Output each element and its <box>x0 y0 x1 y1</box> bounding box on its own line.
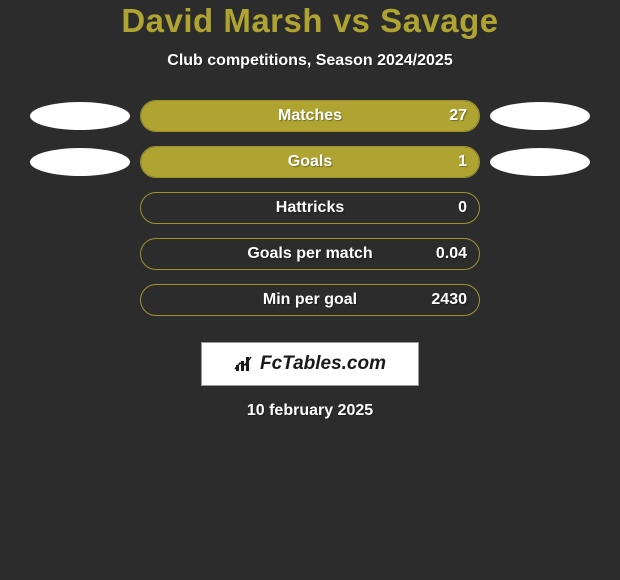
logo-part1: Fc <box>260 353 282 374</box>
bar-label: Matches <box>278 107 342 125</box>
page-subtitle: Club competitions, Season 2024/2025 <box>167 52 452 70</box>
bar-value: 0 <box>458 199 467 217</box>
bar-value: 2430 <box>431 291 467 309</box>
stat-row: Hattricks 0 <box>20 192 600 224</box>
logo-text: FcTables.com <box>260 353 386 375</box>
stat-rows: Matches 27 Goals 1 Hattricks 0 Goals per match… <box>20 100 600 330</box>
stat-bar: Goals per match 0.04 <box>140 238 480 270</box>
stat-bar: Hattricks 0 <box>140 192 480 224</box>
stat-bar: Min per goal 2430 <box>140 284 480 316</box>
logo-box: FcTables.com <box>201 342 419 386</box>
bar-label: Hattricks <box>276 199 344 217</box>
stat-bar: Goals 1 <box>140 146 480 178</box>
logo-part2: Tables.com <box>282 353 386 374</box>
right-ellipse-wrap <box>480 148 600 176</box>
chart-icon <box>234 355 254 373</box>
bar-value: 27 <box>449 107 467 125</box>
left-ellipse <box>30 102 130 130</box>
bar-label: Min per goal <box>263 291 357 309</box>
stat-row: Goals 1 <box>20 146 600 178</box>
bar-value: 0.04 <box>436 245 467 263</box>
stat-row: Goals per match 0.04 <box>20 238 600 270</box>
bar-label: Goals <box>288 153 332 171</box>
stat-row: Matches 27 <box>20 100 600 132</box>
bar-value: 1 <box>458 153 467 171</box>
right-ellipse-wrap <box>480 102 600 130</box>
left-ellipse-wrap <box>20 148 140 176</box>
left-ellipse <box>30 148 130 176</box>
stat-bar: Matches 27 <box>140 100 480 132</box>
stat-row: Min per goal 2430 <box>20 284 600 316</box>
page-title: David Marsh vs Savage <box>121 2 498 40</box>
chart-container: David Marsh vs Savage Club competitions,… <box>0 0 620 580</box>
right-ellipse <box>490 102 590 130</box>
bar-label: Goals per match <box>247 245 372 263</box>
right-ellipse <box>490 148 590 176</box>
date-label: 10 february 2025 <box>247 402 373 420</box>
left-ellipse-wrap <box>20 102 140 130</box>
